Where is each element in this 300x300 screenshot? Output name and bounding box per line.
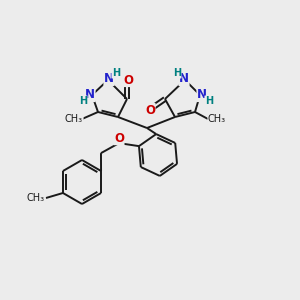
Text: N: N xyxy=(179,73,189,85)
Text: CH₃: CH₃ xyxy=(27,193,45,203)
Text: O: O xyxy=(123,74,133,86)
Text: N: N xyxy=(104,73,114,85)
Text: O: O xyxy=(114,132,124,145)
Text: O: O xyxy=(145,103,155,116)
Text: H: H xyxy=(112,68,120,78)
Text: CH₃: CH₃ xyxy=(208,114,226,124)
Text: H: H xyxy=(79,96,87,106)
Text: CH₃: CH₃ xyxy=(65,114,83,124)
Text: N: N xyxy=(197,88,207,101)
Text: N: N xyxy=(85,88,95,101)
Text: H: H xyxy=(173,68,181,78)
Text: H: H xyxy=(205,96,213,106)
